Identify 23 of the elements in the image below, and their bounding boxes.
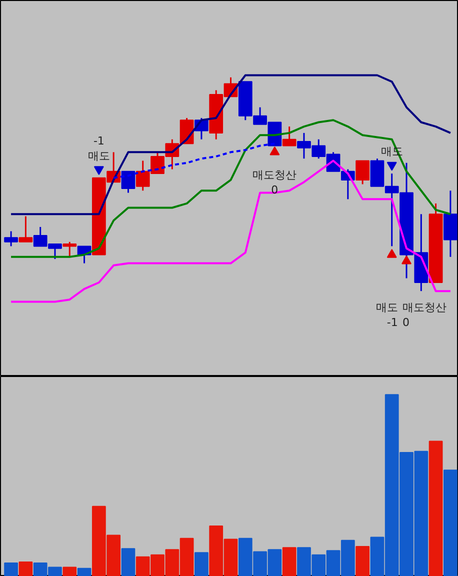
point xyxy=(94,166,104,175)
candlestick xyxy=(62,241,77,258)
candlestick xyxy=(356,160,370,185)
bar xyxy=(444,470,458,576)
point xyxy=(402,255,412,264)
bar xyxy=(282,547,296,576)
bar xyxy=(18,561,33,576)
point xyxy=(386,162,397,171)
bar xyxy=(356,546,370,576)
candlestick xyxy=(121,170,136,194)
text: 매도청산 0 xyxy=(402,301,447,330)
candlestick xyxy=(18,216,33,243)
bar xyxy=(194,552,208,576)
bar xyxy=(428,440,443,576)
annotation: -1 매도 xyxy=(88,134,110,162)
point xyxy=(386,249,397,258)
bar xyxy=(62,566,77,576)
candlestick xyxy=(4,230,18,247)
bar xyxy=(77,568,92,576)
text: 매도 -1 xyxy=(376,301,398,330)
bar xyxy=(4,562,18,576)
candlestick xyxy=(282,126,296,147)
bar xyxy=(121,548,136,576)
